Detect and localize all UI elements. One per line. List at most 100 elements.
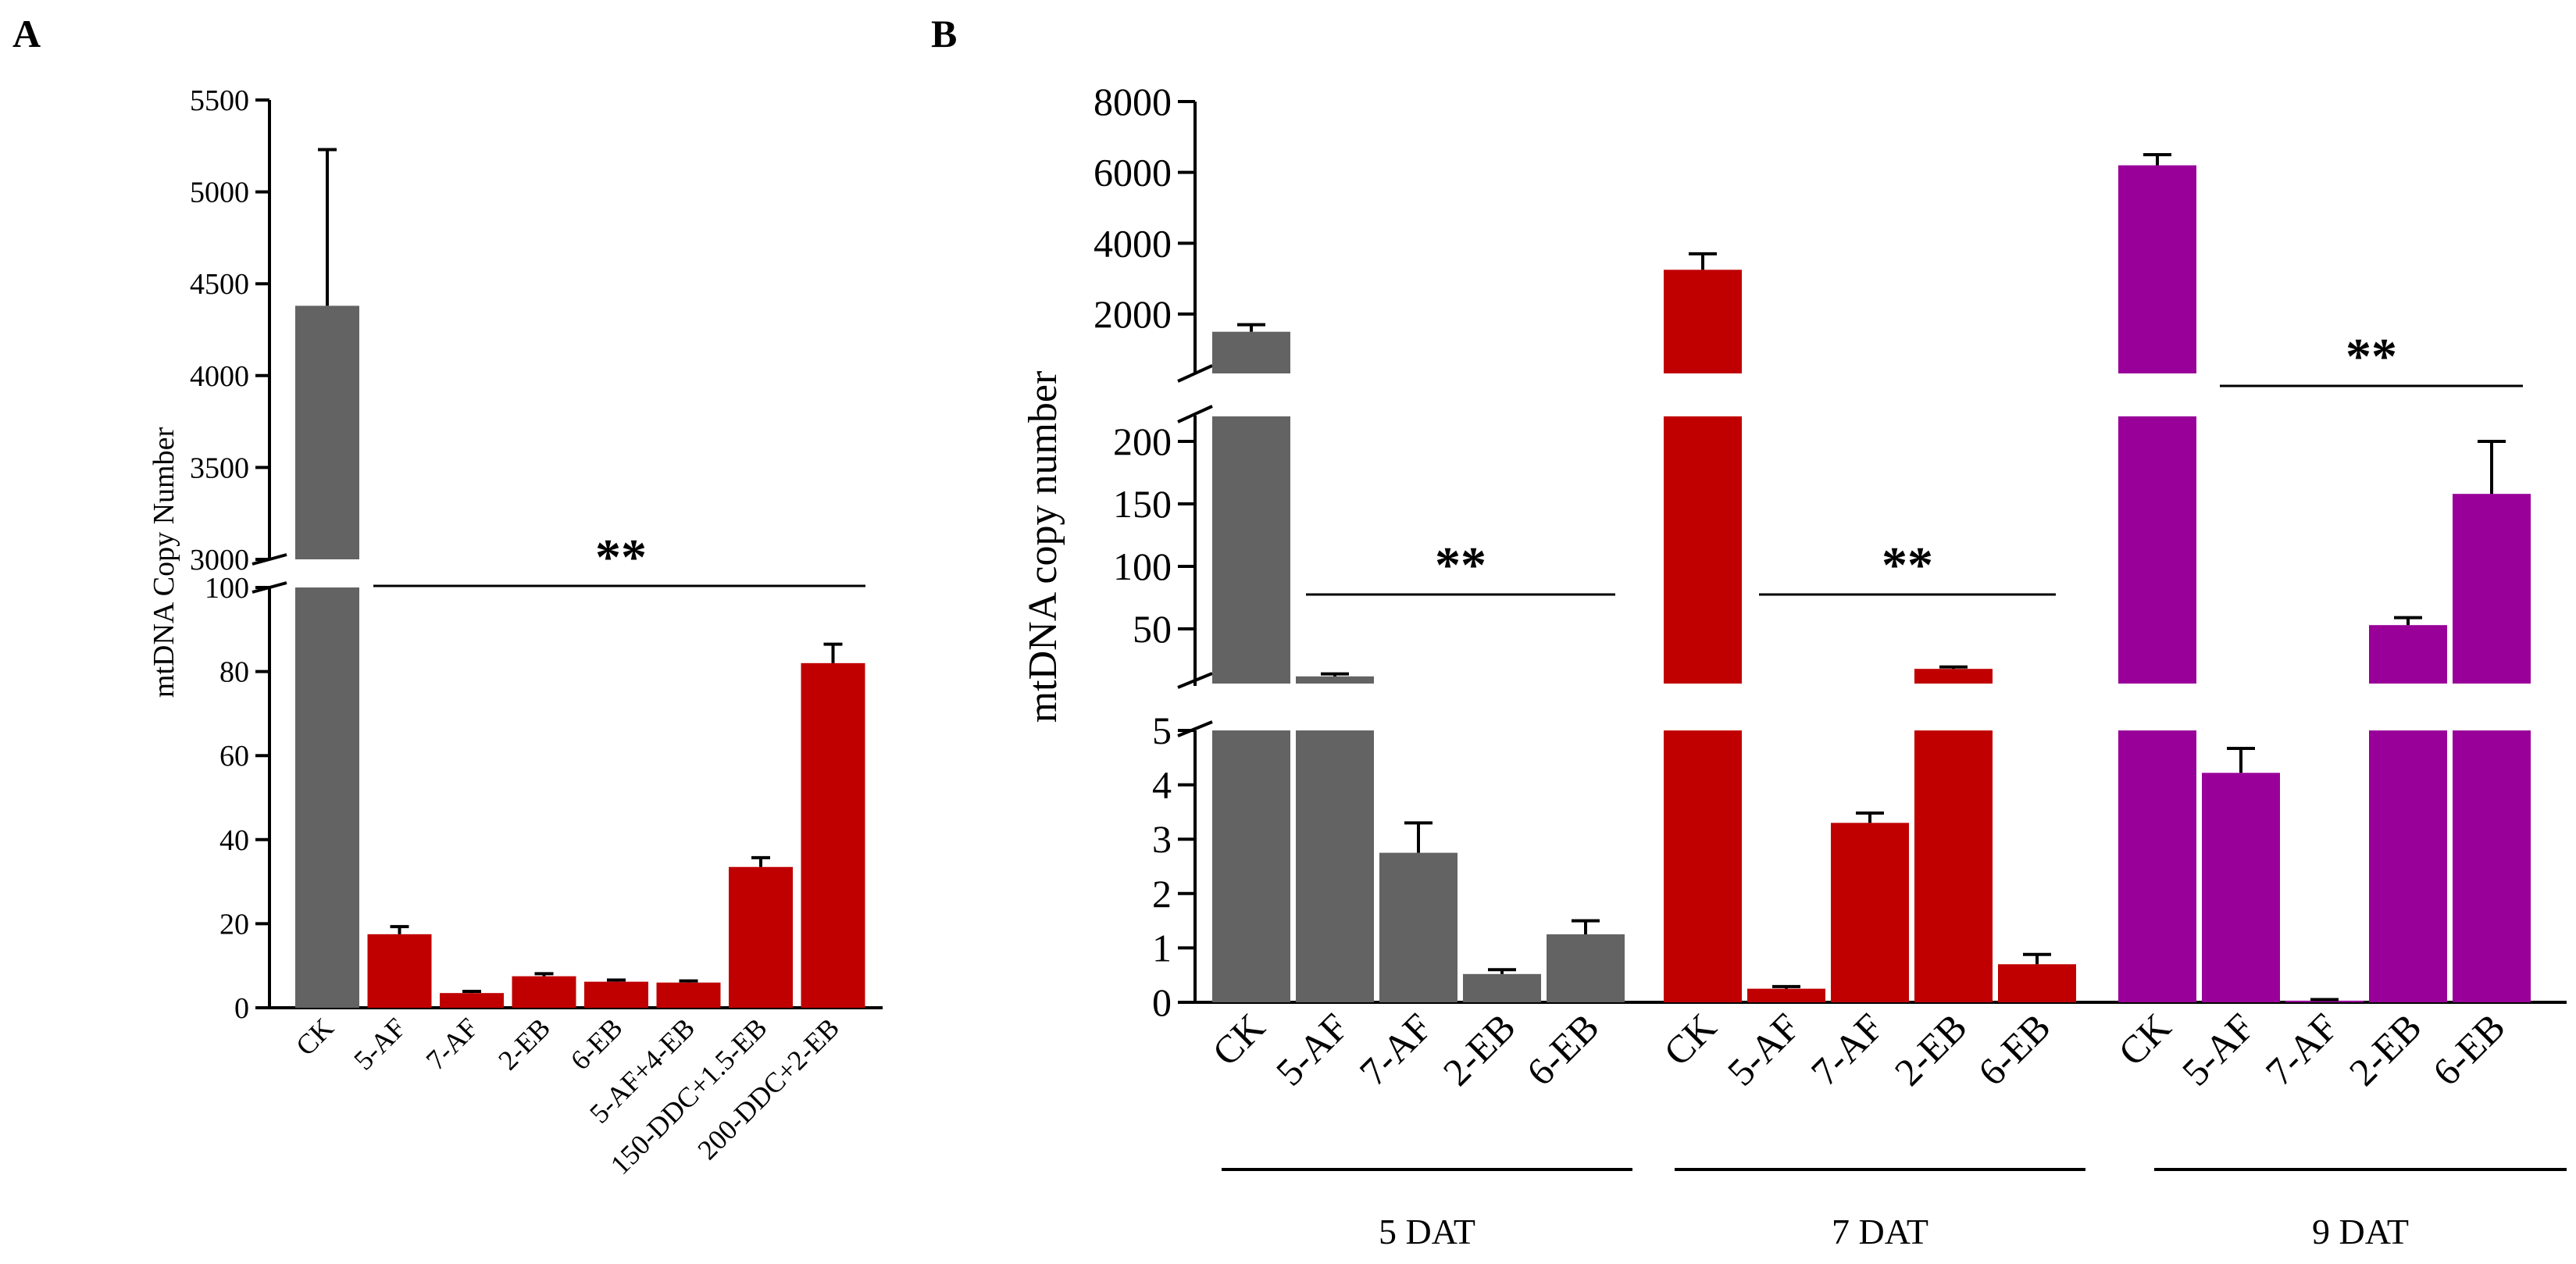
bar: [1998, 964, 2076, 1002]
y-tick-label: 100: [205, 572, 249, 605]
panel-a-bars: [295, 148, 865, 1008]
significance-marker: **: [2346, 328, 2397, 385]
x-tick-label: 6-EB: [1518, 1005, 1607, 1094]
x-tick-label: 5-AF: [348, 1012, 412, 1076]
y-tick-label: 0: [1152, 980, 1172, 1024]
group-label: 7 DAT: [1832, 1212, 1928, 1252]
y-tick-label: 4500: [190, 268, 249, 301]
y-tick-label: 150: [1113, 482, 1172, 526]
bar: [1664, 416, 1742, 684]
bar: [1747, 988, 1825, 1002]
bar: [656, 982, 721, 1008]
bar: [2369, 625, 2447, 684]
x-tick-label: CK: [1655, 1005, 1725, 1074]
panel-b-letter: B: [931, 12, 957, 55]
y-tick-label: 8000: [1094, 80, 1172, 123]
bar: [2369, 730, 2447, 1002]
bar: [2285, 1000, 2364, 1002]
bar: [2118, 416, 2196, 684]
y-tick-label: 4000: [190, 360, 249, 393]
bar: [440, 993, 504, 1008]
y-tick-label: 40: [219, 824, 249, 857]
bar: [512, 976, 576, 1008]
y-tick-label: 5500: [190, 84, 249, 117]
axis-break-mark: [1177, 405, 1213, 423]
y-tick-label: 2: [1152, 872, 1172, 916]
significance-marker: **: [1435, 537, 1486, 594]
x-tick-label: 6-EB: [1970, 1005, 2059, 1094]
y-tick-label: 20: [219, 908, 249, 941]
axis-break-mark: [1177, 364, 1213, 383]
bar: [2202, 773, 2280, 1002]
x-tick-label: 2-EB: [492, 1012, 556, 1076]
y-tick-label: 6000: [1094, 151, 1172, 195]
x-tick-label: 2-EB: [2341, 1005, 2430, 1094]
bar: [801, 662, 865, 1008]
x-tick-label: CK: [290, 1012, 340, 1062]
x-tick-label: 2-EB: [1886, 1005, 1975, 1094]
bar: [1212, 730, 1290, 1002]
significance-marker: **: [1882, 537, 1933, 594]
x-tick-label: 7-AF: [1803, 1005, 1892, 1094]
y-tick-label: 0: [234, 992, 249, 1025]
bar: [1296, 730, 1374, 1002]
y-tick-label: 60: [219, 740, 249, 773]
bar: [1463, 973, 1541, 1002]
group-label: 5 DAT: [1379, 1212, 1475, 1252]
bar: [2118, 730, 2196, 1002]
y-tick-label: 4: [1152, 763, 1172, 807]
x-tick-label: 7-AF: [420, 1012, 484, 1076]
panel-b-bars: [1212, 153, 2531, 1002]
y-tick-label: 200: [1113, 420, 1172, 463]
y-tick-label: 5000: [190, 177, 249, 209]
x-tick-label: 6-EB: [565, 1012, 629, 1076]
x-tick-label: CK: [1204, 1005, 1273, 1074]
x-tick-label: 5-AF: [1268, 1005, 1357, 1094]
y-tick-label: 2000: [1094, 292, 1172, 336]
bar: [1212, 416, 1290, 684]
y-tick-label: 3500: [190, 452, 249, 484]
panel-b: B 200040006000800050100150200012345mtDNA…: [931, 12, 2567, 1252]
bar: [729, 866, 793, 1008]
group-label: 9 DAT: [2312, 1212, 2409, 1252]
y-tick-label: 80: [219, 656, 249, 689]
bar: [1831, 823, 1909, 1002]
bar: [367, 934, 432, 1008]
bar: [2118, 165, 2196, 373]
y-axis-label: mtDNA Copy Number: [148, 427, 180, 698]
x-tick-label: 5-AF: [1719, 1005, 1808, 1094]
y-tick-label: 5: [1152, 709, 1172, 752]
panel-b-axes: [1177, 100, 2567, 1171]
panel-a-letter: A: [12, 12, 41, 55]
y-axis-label: mtDNA copy number: [1021, 371, 1065, 723]
bar: [584, 981, 648, 1008]
bar: [295, 587, 359, 1008]
y-tick-label: 100: [1113, 545, 1172, 588]
x-tick-label: 6-EB: [2424, 1005, 2514, 1094]
y-tick-label: 3: [1152, 817, 1172, 861]
bar: [1664, 270, 1742, 373]
bar: [2453, 730, 2531, 1002]
panel-a: A 3000 3500 4000 4500 5000 5500 0 20 40 60 80 100 mt…: [12, 12, 883, 1180]
bar: [2453, 494, 2531, 684]
x-tick-label: CK: [2110, 1005, 2179, 1074]
bar: [1547, 934, 1625, 1002]
bar: [1379, 852, 1457, 1002]
bar: [1212, 331, 1290, 373]
x-tick-label: 7-AF: [2257, 1005, 2346, 1094]
significance-marker: **: [595, 529, 647, 586]
y-tick-label: 50: [1133, 607, 1172, 651]
y-tick-label: 3000: [190, 544, 249, 577]
bar: [1914, 669, 1993, 684]
x-tick-label: 7-AF: [1351, 1005, 1440, 1094]
x-tick-label: 5-AF: [2174, 1005, 2263, 1094]
bar: [1296, 676, 1374, 684]
y-tick-label: 1: [1152, 926, 1172, 969]
bar: [1914, 730, 1993, 1002]
x-tick-label: 2-EB: [1435, 1005, 1524, 1094]
panel-a-labels: 3000 3500 4000 4500 5000 5500 0 20 40 60 80 100 mtDN…: [148, 84, 845, 1180]
y-tick-label: 4000: [1094, 221, 1172, 265]
bar: [1664, 730, 1742, 1002]
axis-break-mark: [1177, 672, 1213, 689]
